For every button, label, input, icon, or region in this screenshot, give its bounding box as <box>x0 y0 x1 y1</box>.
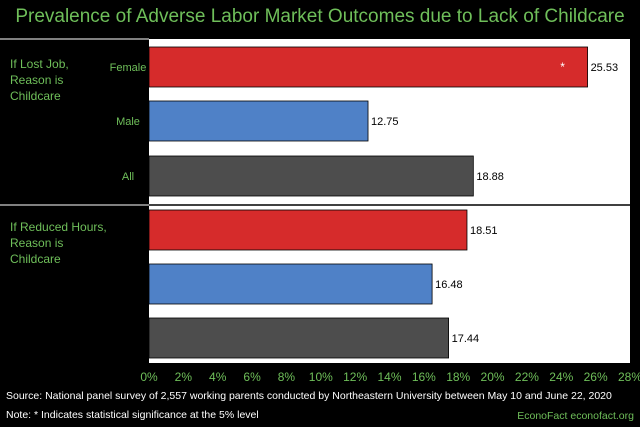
significance-marker: * <box>560 60 565 74</box>
group-label-line: Childcare <box>10 252 61 266</box>
bar-value-label: 25.53 <box>591 62 619 74</box>
x-tick-label: 4% <box>209 370 227 384</box>
group-label-line: If Lost Job, <box>10 57 69 71</box>
plot-area <box>149 39 630 363</box>
bar <box>148 209 468 251</box>
x-tick-label: 20% <box>481 370 505 384</box>
bar <box>148 100 369 142</box>
group-label-line: Childcare <box>10 89 61 103</box>
group-label-line: If Reduced Hours, <box>10 220 107 234</box>
bar <box>148 317 449 359</box>
x-tick-label: 0% <box>140 370 158 384</box>
category-label: All <box>122 171 134 183</box>
bar-value-label: 18.88 <box>476 171 504 183</box>
x-tick-label: 10% <box>309 370 333 384</box>
chart-title: Prevalence of Adverse Labor Market Outco… <box>15 6 625 27</box>
x-tick-label: 16% <box>412 370 436 384</box>
group-label-line: Reason is <box>10 73 63 87</box>
x-tick-label: 22% <box>515 370 539 384</box>
x-tick-label: 6% <box>243 370 261 384</box>
group-label-line: Reason is <box>10 236 63 250</box>
bar-value-label: 18.51 <box>470 225 498 237</box>
x-tick-label: 24% <box>549 370 573 384</box>
category-label: Male <box>116 116 140 128</box>
x-tick-label: 2% <box>175 370 193 384</box>
bar-value-label: 17.44 <box>452 333 480 345</box>
source-note: Source: National panel survey of 2,557 w… <box>6 390 612 402</box>
x-tick-label: 8% <box>278 370 296 384</box>
x-tick-label: 28% <box>618 370 640 384</box>
bar <box>148 263 433 305</box>
category-label: Female <box>110 62 147 74</box>
x-tick-label: 26% <box>584 370 608 384</box>
brand-credit: EconoFact econofact.org <box>517 410 634 422</box>
significance-note: Note: * Indicates statistical significan… <box>6 409 259 421</box>
bar <box>148 46 588 88</box>
x-tick-label: 12% <box>343 370 367 384</box>
bar-value-label: 12.75 <box>371 116 399 128</box>
x-tick-label: 18% <box>446 370 470 384</box>
x-tick-label: 14% <box>377 370 401 384</box>
bar <box>148 155 474 197</box>
bar-value-label: 16.48 <box>435 279 463 291</box>
